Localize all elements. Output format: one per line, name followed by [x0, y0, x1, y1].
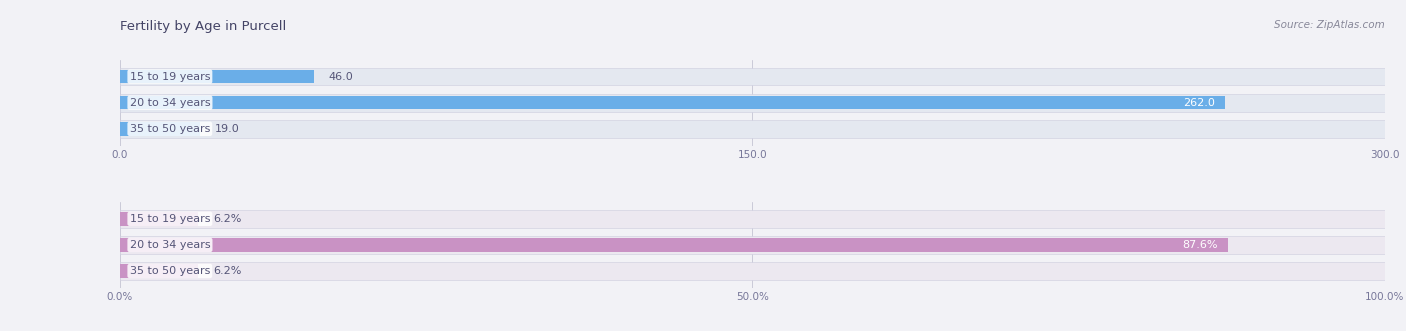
Text: 87.6%: 87.6%: [1182, 240, 1218, 250]
Bar: [120, 262, 1385, 280]
Text: 15 to 19 years: 15 to 19 years: [129, 71, 209, 81]
Bar: [120, 236, 1385, 254]
Bar: [120, 212, 198, 225]
Text: 15 to 19 years: 15 to 19 years: [129, 214, 209, 224]
Text: 35 to 50 years: 35 to 50 years: [129, 124, 209, 134]
Bar: [120, 94, 1385, 112]
Bar: [120, 210, 1385, 228]
Text: 6.2%: 6.2%: [214, 214, 242, 224]
Bar: [120, 238, 1227, 252]
Text: 6.2%: 6.2%: [214, 266, 242, 276]
Text: 46.0: 46.0: [329, 71, 353, 81]
Text: 20 to 34 years: 20 to 34 years: [129, 98, 211, 108]
Bar: [120, 122, 200, 136]
Bar: [120, 264, 198, 278]
Bar: [120, 68, 1385, 85]
Bar: [120, 70, 314, 83]
Text: 262.0: 262.0: [1182, 98, 1215, 108]
Bar: [120, 96, 1225, 110]
Text: 35 to 50 years: 35 to 50 years: [129, 266, 209, 276]
Text: 20 to 34 years: 20 to 34 years: [129, 240, 211, 250]
Text: Fertility by Age in Purcell: Fertility by Age in Purcell: [120, 20, 285, 33]
Bar: [120, 120, 1385, 138]
Text: Source: ZipAtlas.com: Source: ZipAtlas.com: [1274, 20, 1385, 30]
Text: 19.0: 19.0: [215, 124, 239, 134]
